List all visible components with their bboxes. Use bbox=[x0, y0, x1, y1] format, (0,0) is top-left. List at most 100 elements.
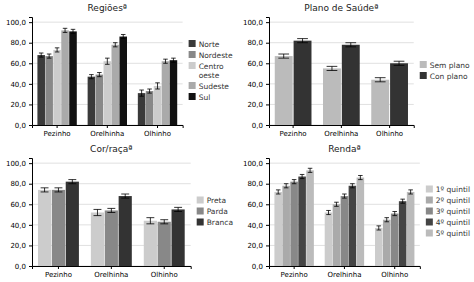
legend-item: Parda bbox=[197, 207, 228, 216]
tick: 100,0 bbox=[6, 160, 32, 168]
error-cap bbox=[276, 194, 281, 195]
tick: 0,0 bbox=[15, 122, 32, 130]
bar bbox=[53, 50, 61, 125]
bar bbox=[45, 56, 53, 125]
bar bbox=[119, 37, 127, 125]
tick-label: Orelhinha bbox=[324, 130, 358, 138]
legend-swatch bbox=[197, 197, 204, 204]
error-line bbox=[97, 209, 98, 215]
grid bbox=[269, 163, 420, 266]
error-cap bbox=[394, 65, 405, 66]
chart-title: Rendaª bbox=[328, 144, 361, 154]
tick: 100,0 bbox=[243, 19, 269, 27]
bar bbox=[111, 45, 119, 125]
legend-item: 5º quintil bbox=[426, 229, 470, 238]
tick-label: Pezinho bbox=[281, 271, 308, 279]
tick: 40,0 bbox=[10, 222, 32, 230]
error-bar bbox=[139, 90, 144, 96]
tick: 100,0 bbox=[6, 19, 32, 27]
error-bar bbox=[71, 29, 76, 33]
bar bbox=[275, 56, 293, 125]
plot-area bbox=[275, 39, 408, 125]
bar bbox=[290, 182, 298, 266]
error-bar bbox=[300, 174, 305, 178]
x-axis: PezinhoOrelhinhaOlhinho bbox=[33, 125, 184, 138]
tick-label: 80,0 bbox=[10, 180, 26, 188]
legend-item: Centrooeste bbox=[189, 62, 224, 80]
error-line bbox=[350, 43, 351, 47]
legend-swatch bbox=[197, 208, 204, 215]
error-bar bbox=[276, 190, 281, 194]
error-bar bbox=[121, 34, 126, 38]
error-cap bbox=[55, 47, 60, 48]
error-bar bbox=[408, 190, 413, 194]
error-line bbox=[165, 59, 166, 63]
error-line bbox=[58, 188, 59, 192]
error-cap bbox=[163, 63, 168, 64]
tick-label: Olhinho bbox=[144, 130, 171, 138]
tick-mark bbox=[293, 125, 294, 128]
error-line bbox=[283, 54, 284, 58]
bar bbox=[146, 91, 154, 125]
tick: 20,0 bbox=[247, 101, 269, 109]
error-bar bbox=[155, 83, 160, 89]
error-line bbox=[173, 58, 174, 62]
tick-label: 40,0 bbox=[247, 81, 263, 89]
bar bbox=[399, 201, 407, 266]
tick-mark bbox=[29, 204, 32, 205]
legend-item: 1º quintil bbox=[426, 185, 470, 194]
error-line bbox=[286, 184, 287, 188]
error-cap bbox=[105, 58, 110, 59]
tick-mark bbox=[58, 266, 59, 269]
panel: 0,020,040,060,080,0100,0PezinhoOrelhinha… bbox=[243, 144, 470, 279]
error-line bbox=[399, 61, 400, 65]
tick-label: 0,0 bbox=[15, 122, 26, 130]
error-cap bbox=[358, 179, 363, 180]
error-cap bbox=[160, 223, 168, 224]
error-line bbox=[178, 207, 179, 211]
legend: NorteNordesteCentrooesteSudesteSul bbox=[189, 40, 233, 102]
error-bar bbox=[375, 78, 386, 82]
error-line bbox=[386, 218, 387, 222]
grid-line bbox=[32, 42, 183, 43]
error-cap bbox=[121, 38, 126, 39]
error-line bbox=[336, 202, 337, 206]
axis-domain bbox=[33, 267, 192, 270]
x-axis: PezinhoOrelhinhaOlhinho bbox=[270, 266, 421, 279]
tick: 60,0 bbox=[247, 201, 269, 209]
legend-label: 3º quintil bbox=[436, 207, 470, 216]
error-cap bbox=[68, 179, 76, 180]
axis-domain bbox=[29, 18, 33, 126]
error-cap bbox=[350, 183, 355, 184]
error-cap bbox=[327, 66, 338, 67]
legend-item: Branca bbox=[197, 218, 233, 227]
error-line bbox=[91, 75, 92, 79]
error-cap bbox=[326, 210, 331, 211]
error-cap bbox=[384, 221, 389, 222]
tick: 80,0 bbox=[247, 39, 269, 47]
error-bar bbox=[345, 43, 356, 47]
legend-label: 4º quintil bbox=[436, 218, 470, 227]
tick-mark bbox=[107, 125, 108, 128]
series bbox=[61, 28, 169, 125]
legend-item: Nordeste bbox=[189, 51, 233, 60]
legend-item: Preta bbox=[197, 196, 226, 205]
error-bar bbox=[284, 184, 289, 188]
bar bbox=[298, 177, 306, 266]
bar bbox=[69, 31, 77, 125]
tick-label: 60,0 bbox=[10, 60, 26, 68]
legend-swatch bbox=[426, 230, 433, 237]
tick-label: 100,0 bbox=[243, 160, 263, 168]
error-bar bbox=[334, 202, 339, 206]
error-cap bbox=[297, 38, 308, 39]
error-cap bbox=[300, 178, 305, 179]
tick-label: 100,0 bbox=[6, 160, 26, 168]
tick: 80,0 bbox=[10, 180, 32, 188]
error-line bbox=[310, 168, 311, 172]
error-line bbox=[294, 180, 295, 184]
error-bar bbox=[297, 39, 308, 43]
error-cap bbox=[308, 172, 313, 173]
error-cap bbox=[41, 191, 49, 192]
legend-swatch bbox=[426, 197, 433, 204]
error-bar bbox=[160, 220, 168, 224]
